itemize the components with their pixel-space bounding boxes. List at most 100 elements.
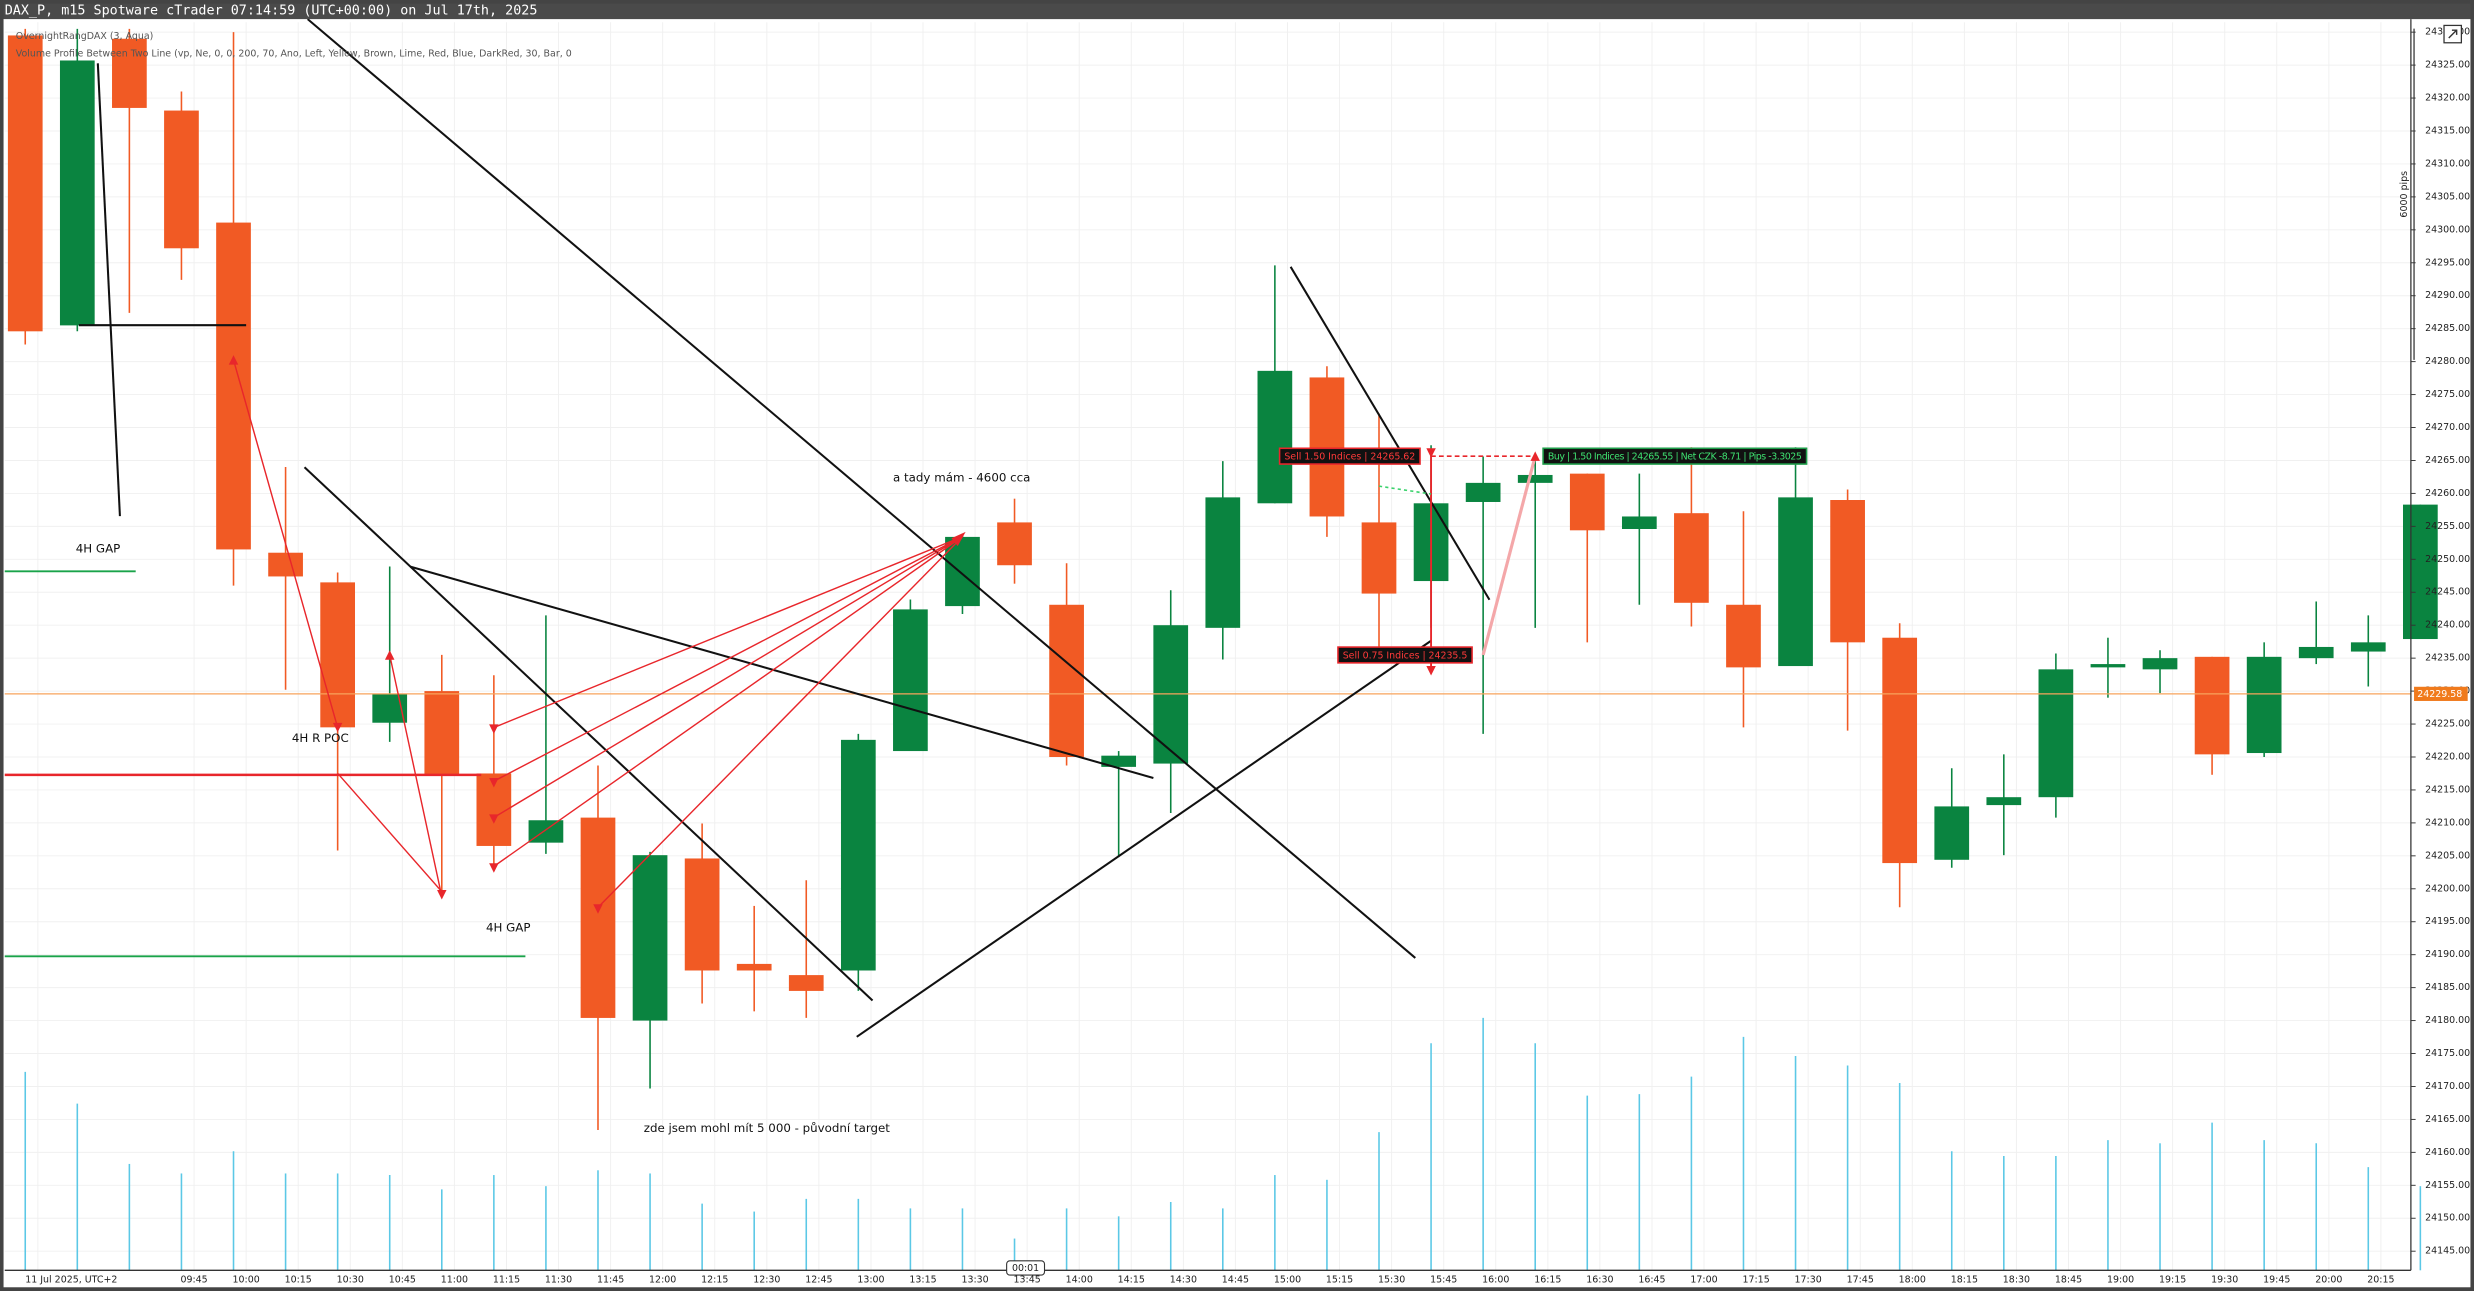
volume-pane bbox=[24, 1017, 2422, 1271]
x-tick-label: 12:30 bbox=[753, 1274, 780, 1285]
x-tick-label: 09:45 bbox=[180, 1274, 207, 1285]
x-tick-label: 15:45 bbox=[1430, 1274, 1457, 1285]
y-tick-label: 24160.00 bbox=[2425, 1147, 2470, 1158]
x-tick-label: 14:45 bbox=[1222, 1274, 1249, 1285]
x-tick-label: 16:30 bbox=[1586, 1274, 1613, 1285]
y-tick-label: 24235.00 bbox=[2425, 653, 2470, 664]
annotation: 4H GAP bbox=[76, 542, 121, 556]
x-tick-label: 13:30 bbox=[961, 1274, 988, 1285]
x-tick-label: 17:15 bbox=[1742, 1274, 1769, 1285]
y-tick-label: 24275.00 bbox=[2425, 389, 2470, 400]
indicator-label: Volume Profile Between Two Line (vp, Ne,… bbox=[16, 48, 572, 59]
candle-body bbox=[1778, 497, 1813, 667]
arrow-head bbox=[228, 355, 239, 365]
x-tick-label: 11:45 bbox=[597, 1274, 624, 1285]
arrow-line bbox=[597, 536, 963, 908]
x-tick-label: 19:15 bbox=[2159, 1274, 2186, 1285]
arrow-head bbox=[437, 890, 447, 900]
candle-body bbox=[2194, 656, 2230, 755]
trend-line bbox=[307, 18, 1416, 959]
drawings bbox=[4, 18, 1540, 1038]
y-tick-label: 24290.00 bbox=[2425, 290, 2470, 301]
candle-body bbox=[893, 609, 928, 752]
candle-body bbox=[684, 858, 720, 971]
arrow-head bbox=[489, 778, 499, 788]
last-price-label: 24229.58 bbox=[2417, 689, 2462, 700]
candle-body bbox=[7, 35, 43, 332]
trade-label-box bbox=[1337, 646, 1473, 664]
arrow-line bbox=[493, 536, 963, 819]
y-tick-label: 24225.00 bbox=[2425, 719, 2470, 730]
x-tick-label: 20:15 bbox=[2367, 1274, 2394, 1285]
x-tick-label: 12:00 bbox=[649, 1274, 676, 1285]
trade-label-box bbox=[1542, 447, 1808, 465]
candle-body bbox=[1101, 755, 1137, 767]
y-tick-label: 24300.00 bbox=[2425, 224, 2470, 235]
x-tick-label: 14:00 bbox=[1066, 1274, 1093, 1285]
y-tick-label: 24255.00 bbox=[2425, 521, 2470, 532]
x-tick-label: 16:00 bbox=[1482, 1274, 1509, 1285]
y-tick-label: 24280.00 bbox=[2425, 356, 2470, 367]
y-tick-label: 24310.00 bbox=[2425, 158, 2470, 169]
last-price-tag bbox=[2414, 686, 2468, 701]
time-marker-box bbox=[1006, 1260, 1046, 1276]
x-tick-label: 11:30 bbox=[545, 1274, 572, 1285]
candle-body bbox=[1674, 513, 1709, 603]
candle-body bbox=[1986, 797, 2022, 806]
candles bbox=[4, 28, 2438, 1130]
y-tick-label: 24175.00 bbox=[2425, 1048, 2470, 1059]
arrow-line bbox=[493, 535, 963, 729]
candle-body bbox=[1569, 473, 1605, 531]
title-bar bbox=[0, 0, 2474, 20]
y-tick-label: 24170.00 bbox=[2425, 1081, 2470, 1092]
time-marker: 00:01 bbox=[1012, 1263, 1039, 1274]
x-tick-label: 20:00 bbox=[2315, 1274, 2342, 1285]
y-tick-label: 24195.00 bbox=[2425, 916, 2470, 927]
y-tick-label: 24165.00 bbox=[2425, 1114, 2470, 1125]
candle-body bbox=[2246, 656, 2282, 754]
x-tick-label: 19:45 bbox=[2263, 1274, 2290, 1285]
y-tick-label: 24185.00 bbox=[2425, 982, 2470, 993]
x-tick-label: 17:30 bbox=[1795, 1274, 1822, 1285]
y-tick-label: 24190.00 bbox=[2425, 949, 2470, 960]
indicator-label: OvernightRangDAX (3, Aqua) bbox=[16, 31, 154, 42]
x-tick-label: 11:15 bbox=[493, 1274, 520, 1285]
x-tick-label: 10:30 bbox=[337, 1274, 364, 1285]
time-axis: 11 Jul 2025, UTC+2 09:45 10:00 10:15 10:30 10… bbox=[25, 1274, 2394, 1285]
candle-body bbox=[997, 522, 1032, 566]
x-tick-label: 10:45 bbox=[389, 1274, 416, 1285]
x-tick-label: 11 Jul 2025, UTC+2 bbox=[25, 1274, 117, 1285]
annotation: 4H R POC bbox=[292, 731, 349, 745]
x-tick-label: 10:00 bbox=[233, 1274, 260, 1285]
x-tick-label: 19:00 bbox=[2107, 1274, 2134, 1285]
candle-body bbox=[1257, 370, 1293, 504]
y-tick-label: 24145.00 bbox=[2425, 1246, 2470, 1257]
x-tick-label: 11:00 bbox=[441, 1274, 468, 1285]
x-tick-label: 12:45 bbox=[805, 1274, 832, 1285]
x-tick-label: 15:15 bbox=[1326, 1274, 1353, 1285]
annotation: 4H GAP bbox=[486, 920, 531, 934]
x-tick-label: 15:30 bbox=[1378, 1274, 1405, 1285]
x-tick-label: 15:00 bbox=[1274, 1274, 1301, 1285]
y-tick-label: 24270.00 bbox=[2425, 422, 2470, 433]
y-tick-label: 24155.00 bbox=[2425, 1180, 2470, 1191]
arrow-line bbox=[493, 536, 963, 867]
candle-body bbox=[59, 60, 95, 326]
arrow-head bbox=[489, 814, 499, 824]
trade-label: Sell 0.75 Indices | 24235.5 bbox=[1343, 650, 1468, 661]
y-tick-label: 24245.00 bbox=[2425, 587, 2470, 598]
trade-label: Sell 1.50 Indices | 24265.62 bbox=[1284, 451, 1415, 462]
candle-body bbox=[1934, 806, 1970, 860]
candle-body bbox=[1830, 500, 1865, 643]
y-tick-label: 24260.00 bbox=[2425, 488, 2470, 499]
candle-body bbox=[736, 963, 772, 971]
candle-body bbox=[945, 536, 980, 607]
candle-body bbox=[1621, 516, 1657, 529]
y-tick-label: 24150.00 bbox=[2425, 1213, 2470, 1224]
x-tick-label: 18:30 bbox=[2003, 1274, 2030, 1285]
candle-body bbox=[632, 855, 668, 1021]
candle-body bbox=[528, 820, 564, 843]
